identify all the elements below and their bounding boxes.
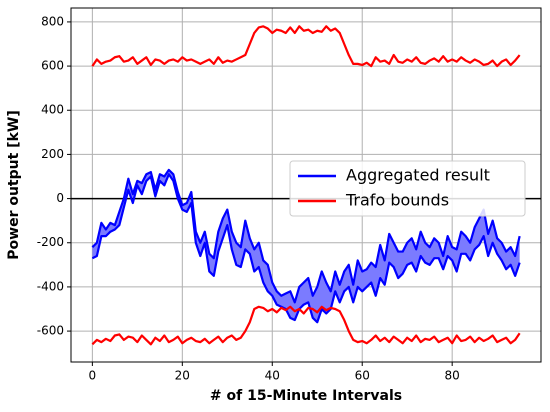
line-upper bbox=[91, 168, 521, 304]
line-upper bbox=[91, 25, 521, 68]
plot-frame bbox=[70, 7, 542, 363]
legend-label: Trafo bounds bbox=[345, 191, 449, 210]
x-tick-label: 0 bbox=[89, 369, 97, 383]
y-axis-label: Power output [kW] bbox=[6, 110, 22, 259]
line-lower bbox=[91, 305, 521, 346]
x-tick-label: 40 bbox=[265, 369, 280, 383]
band-fill bbox=[92, 169, 520, 323]
y-tick-label: 400 bbox=[41, 103, 64, 117]
legend-box bbox=[289, 160, 526, 217]
y-tick-label: 600 bbox=[41, 59, 64, 73]
line-lower bbox=[91, 173, 521, 324]
x-tick-label: 20 bbox=[175, 369, 190, 383]
x-tick-label: 60 bbox=[355, 369, 370, 383]
legend-label: Aggregated result bbox=[346, 166, 490, 185]
x-tick-label: 80 bbox=[445, 369, 460, 383]
y-tick-label: -600 bbox=[37, 324, 64, 338]
x-axis-label: # of 15-Minute Intervals bbox=[210, 388, 402, 404]
y-tick-label: -400 bbox=[37, 279, 64, 293]
y-tick-label: 200 bbox=[41, 147, 64, 161]
y-tick-label: 0 bbox=[56, 191, 64, 205]
y-tick-label: 800 bbox=[41, 14, 64, 28]
y-tick-label: -200 bbox=[37, 235, 64, 249]
